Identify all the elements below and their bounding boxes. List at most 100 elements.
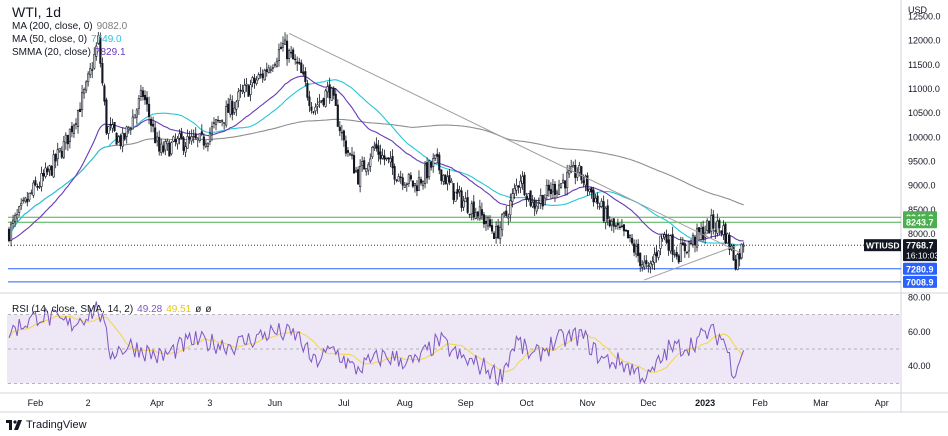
price-tick-label: 9500.0 (908, 157, 936, 167)
candle (655, 245, 658, 263)
level-badge-7280.9: 7280.9 (903, 262, 937, 275)
candle (653, 247, 656, 270)
candle-body (562, 179, 565, 183)
rsi-guides (8, 314, 901, 384)
trendlines[interactable] (288, 32, 742, 281)
candle (407, 173, 410, 187)
candle-body (365, 168, 368, 172)
candle-body (267, 67, 270, 73)
candle-body (22, 199, 25, 202)
candle (702, 220, 705, 243)
candle (308, 90, 311, 113)
candle-body (103, 85, 106, 102)
candle-body (332, 88, 335, 96)
candle (557, 179, 561, 196)
candle-body (95, 45, 98, 57)
candle-body (484, 221, 488, 224)
candle-body (379, 151, 382, 160)
candle-body (174, 139, 177, 143)
price-axis[interactable]: 8000.0 8500.0 9000.0 9500.0 10000.0 10500.0 11… (908, 12, 941, 240)
candle (460, 187, 463, 212)
candle (598, 202, 601, 210)
candle (12, 214, 15, 229)
candle (357, 166, 360, 185)
candle-body (657, 250, 660, 258)
candle-body (385, 157, 388, 160)
rsi-tick-label: 80.00 (908, 292, 931, 302)
legend-rsi[interactable]: RSI (14, close, SMA, 14, 2) 49.28 49.51 ø ø (12, 304, 211, 315)
candle-body (673, 253, 676, 256)
candle (375, 137, 378, 152)
legend-smma[interactable]: SMMA (20, close) 7829.1 (12, 47, 126, 58)
candle (32, 180, 35, 199)
candle (470, 200, 473, 221)
candle-body (141, 90, 145, 97)
candle-body (277, 49, 281, 61)
candle-body (608, 219, 611, 227)
candle (529, 190, 532, 208)
candle (156, 132, 159, 147)
candle-body (387, 157, 390, 160)
candle (139, 85, 142, 102)
candle (472, 195, 475, 221)
candle-body (557, 184, 561, 195)
candle-body (99, 37, 102, 64)
time-tick-label: 3 (207, 398, 212, 408)
candle-body (42, 172, 45, 177)
candle-body (292, 49, 295, 60)
candle (265, 62, 268, 77)
candle-body (288, 50, 291, 59)
candle-body (671, 234, 674, 255)
legend-rsi-extra2: ø (205, 304, 212, 315)
candle (117, 135, 120, 143)
candle-body (651, 261, 654, 265)
candle (328, 77, 331, 104)
candle (706, 218, 709, 234)
candle (186, 129, 189, 149)
candle-body (460, 190, 463, 208)
tradingview-footer[interactable]: TradingView (6, 419, 87, 431)
candle-body (62, 141, 65, 158)
candle (204, 140, 207, 149)
candle (685, 251, 688, 255)
time-axis[interactable]: Feb 2 Apr 3 Jun Jul Aug Sep Oct Nov Dec 2023 Feb Mar A… (28, 398, 889, 408)
candle (543, 194, 546, 206)
candle-body (265, 69, 268, 73)
candle-body (66, 134, 69, 145)
candle (693, 234, 697, 253)
candle-body (411, 180, 414, 187)
candle-body (182, 137, 185, 151)
candle (482, 211, 485, 228)
candle (501, 213, 504, 237)
candle (590, 186, 593, 199)
candle (452, 183, 455, 205)
legend-ma50[interactable]: MA (50, close, 0) 7749.0 (12, 34, 122, 45)
candle-body (20, 202, 23, 206)
candle-body (204, 143, 207, 147)
candle-body (434, 154, 437, 159)
legend-ma200[interactable]: MA (200, close, 0) 9082.0 (12, 21, 127, 32)
time-tick-label: Jun (268, 398, 283, 408)
candle (267, 64, 270, 74)
candle-body (239, 89, 242, 92)
price-pane[interactable] (7, 0, 901, 292)
candle-body (60, 150, 63, 158)
candle (718, 218, 721, 236)
candle-body (245, 83, 248, 86)
candle (511, 188, 514, 208)
candle (133, 114, 136, 119)
candle-body (738, 252, 741, 260)
candle (515, 178, 518, 196)
candle (657, 249, 660, 261)
candle (401, 173, 404, 191)
candle-body (156, 136, 159, 142)
candle (247, 84, 250, 97)
candle-body (300, 62, 303, 74)
candle (426, 157, 429, 184)
rsi-axis[interactable]: 40.00 60.00 80.00 (908, 292, 931, 371)
time-tick-label: Apr (875, 398, 889, 408)
legend-rsi-label: RSI (14, close, SMA, 14, 2) (12, 304, 134, 315)
candle (20, 198, 23, 211)
candle-body (40, 173, 43, 187)
